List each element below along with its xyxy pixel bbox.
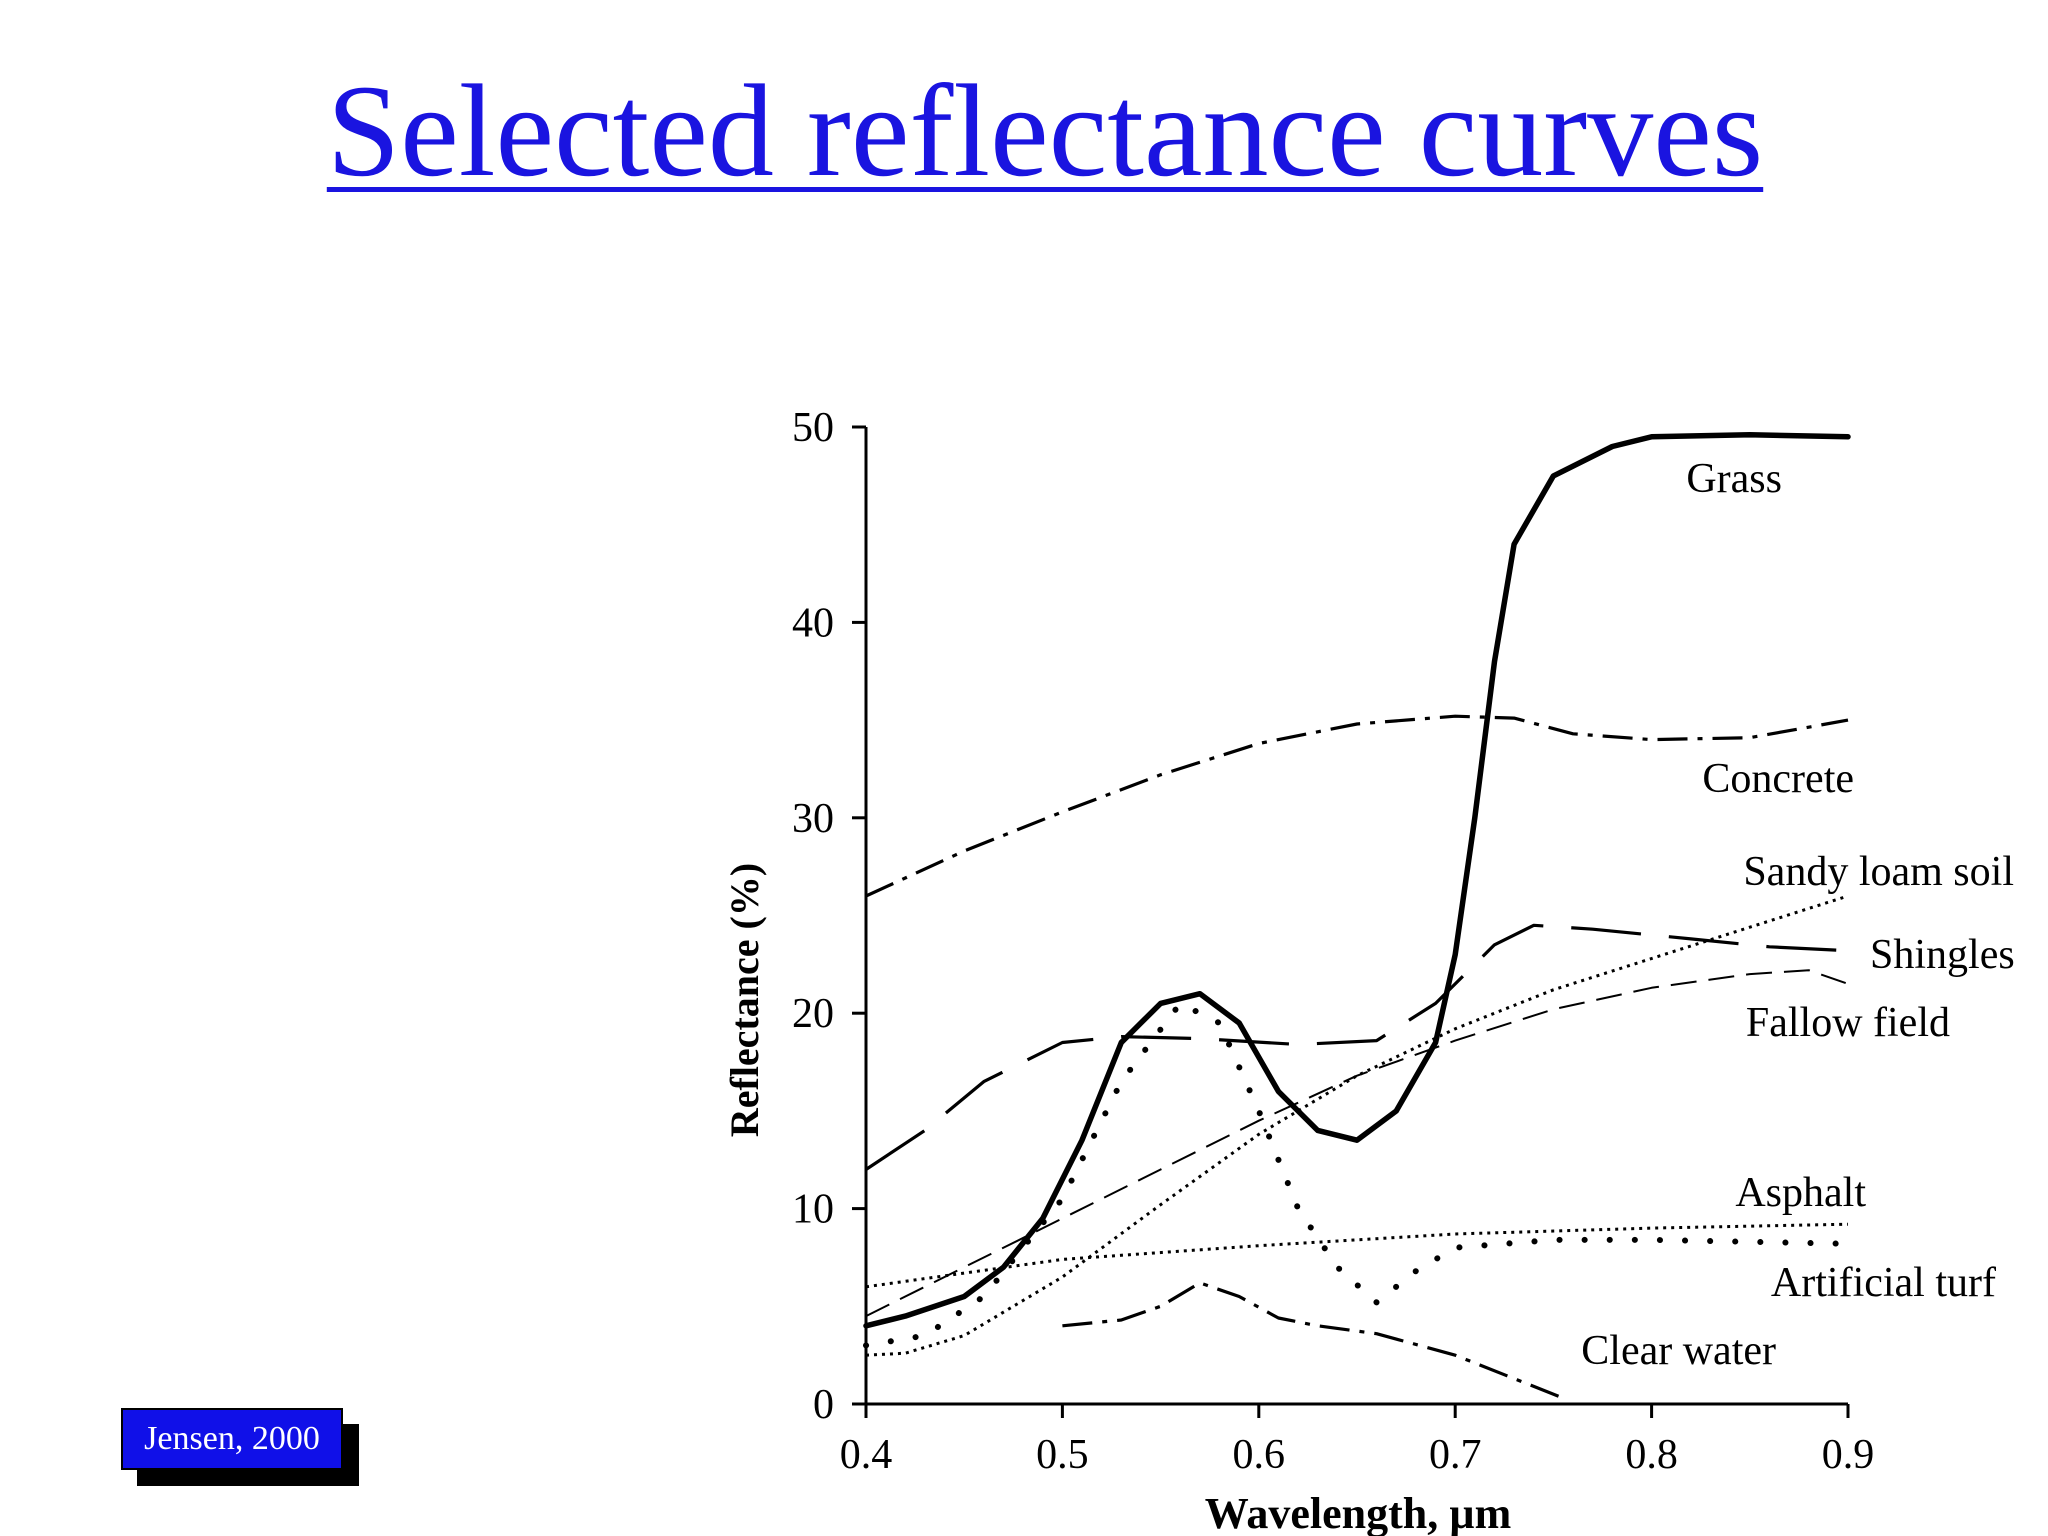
series-label-asphalt: Asphalt	[1735, 1170, 1866, 1216]
y-tick-label: 40	[792, 600, 834, 646]
slide-title: Selected reflectance curves	[326, 57, 1764, 204]
series-label-clear-water: Clear water	[1581, 1328, 1776, 1374]
citation-label: Jensen, 2000	[121, 1408, 343, 1470]
series-line-grass	[863, 432, 1851, 1329]
series-label-shingles: Shingles	[1870, 932, 2015, 978]
series-label-artificial-turf: Artificial turf	[1771, 1260, 1996, 1306]
y-tick-label: 50	[792, 405, 834, 451]
chart-axes	[864, 427, 1848, 1406]
x-tick-label: 0.4	[840, 1432, 893, 1478]
x-tick-label: 0.8	[1625, 1432, 1678, 1478]
x-tick-label: 0.6	[1233, 1432, 1286, 1478]
series-line-clear-water	[1062, 1281, 1564, 1400]
series-line-fallow-field	[865, 969, 1849, 1317]
y-tick-label: 30	[792, 796, 834, 842]
x-axis-label: Wavelength, µm	[1205, 1489, 1511, 1536]
series-line-shingles	[865, 923, 1849, 1171]
y-tick-label: 0	[813, 1382, 834, 1428]
series-label-fallow-field: Fallow field	[1746, 1000, 1950, 1046]
y-tick-label: 20	[792, 991, 834, 1037]
x-tick-label: 0.9	[1822, 1432, 1875, 1478]
y-axis-label: Reflectance (%)	[722, 863, 767, 1137]
chart-ticks: 0.4 0.5 0.6 0.7 0.8 0.9 0 10 20 30 40 50	[792, 405, 1874, 1478]
series-line-artificial-turf	[863, 1000, 1851, 1349]
x-tick-label: 0.7	[1429, 1432, 1482, 1478]
series-label-grass: Grass	[1686, 456, 1782, 502]
citation-box: Jensen, 2000	[121, 1408, 359, 1486]
chart-series-labels: Grass Concrete Sandy loam soil Shingles Fall…	[1581, 456, 2014, 1374]
series-line-concrete	[865, 714, 1849, 898]
series-label-concrete: Concrete	[1702, 756, 1854, 802]
x-tick-label: 0.5	[1036, 1432, 1089, 1478]
series-line-sandy-loam-soil	[865, 894, 1849, 1357]
chart-series	[863, 432, 1851, 1400]
y-tick-label: 10	[792, 1187, 834, 1233]
series-label-sandy-loam-soil: Sandy loam soil	[1743, 849, 2014, 895]
